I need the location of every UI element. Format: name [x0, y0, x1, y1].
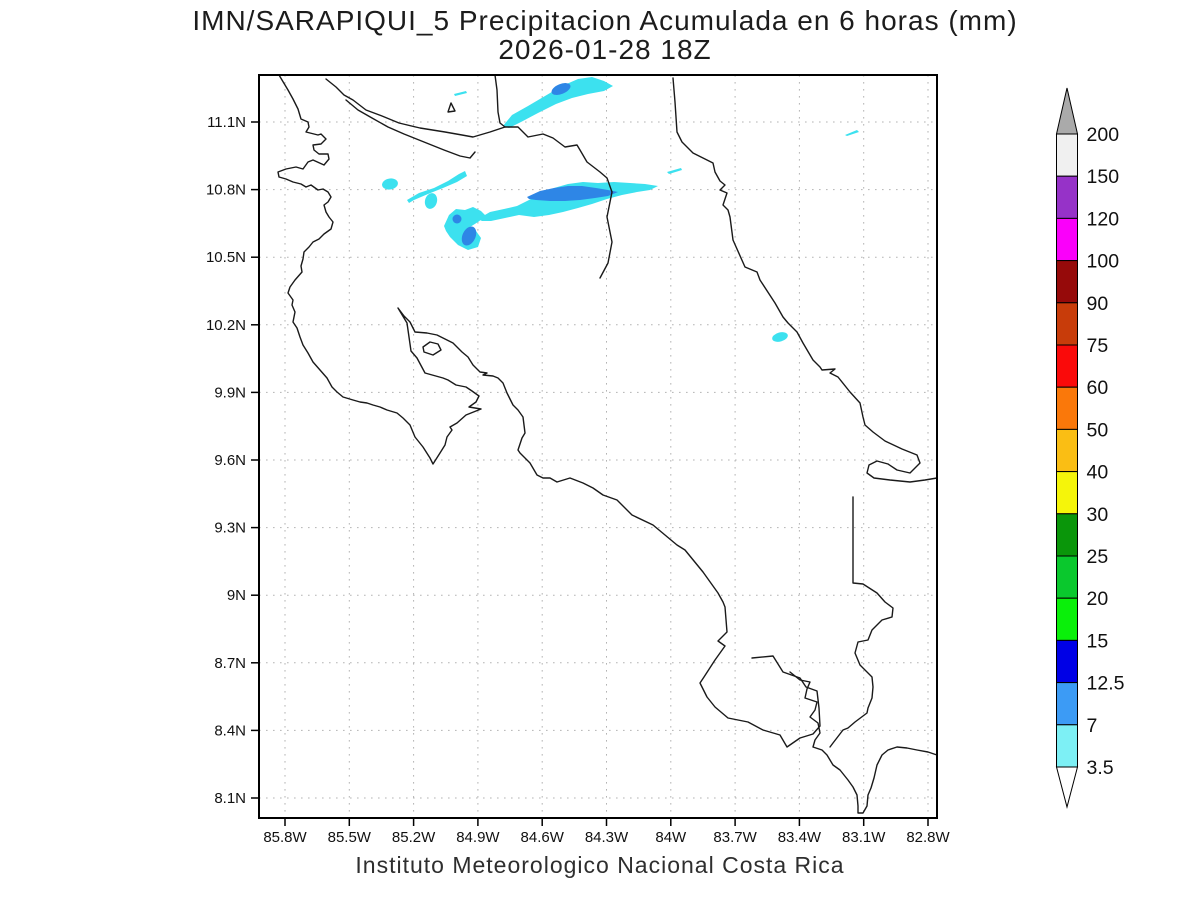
- lat-tick-label: 9.6N: [214, 452, 246, 469]
- lon-tick-label: 82.8W: [906, 829, 950, 846]
- coastline-south-pacific-punta-burica: [789, 671, 938, 814]
- precip-core-main-band: [527, 186, 618, 201]
- colorbar-segment: [1056, 344, 1078, 388]
- lon-tick-label: 83.4W: [778, 829, 822, 846]
- colorbar-boundary-label: 20: [1087, 588, 1109, 610]
- colorbar-segment: [1056, 260, 1078, 304]
- map-frame: [258, 74, 938, 819]
- lat-tick-label: 9.9N: [214, 384, 246, 401]
- precip-thin-streak: [407, 171, 467, 203]
- colorbar-segment: [1056, 386, 1078, 430]
- axis-labels: 85.8W 85.5W 85.2W 84.9W 84.6W 84.3W 84W 83.7W 83…: [206, 114, 951, 846]
- colorbar-boundary-label: 200: [1087, 124, 1120, 146]
- precip-dash-northeast: [845, 130, 859, 136]
- credit-text: Instituto Meteorologico Nacional Costa R…: [355, 852, 845, 878]
- colorbar-boundary-label: 12.5: [1087, 673, 1125, 695]
- lat-tick-label: 10.2N: [206, 317, 246, 334]
- lon-tick-label: 83.7W: [713, 829, 757, 846]
- lat-lon-gridlines: [259, 75, 937, 818]
- colorbar-boundary-label: 7: [1087, 715, 1098, 737]
- colorbar-boundary-label: 3.5: [1087, 757, 1114, 779]
- precip-dash-center: [667, 168, 682, 174]
- colorbar-boundary-label: 75: [1087, 335, 1109, 357]
- colorbar-segment: [1056, 471, 1078, 515]
- border-nicaragua-lower: [345, 99, 476, 159]
- lon-tick-label: 85.5W: [328, 829, 372, 846]
- lat-tick-label: 10.5N: [206, 249, 246, 266]
- precip-band-3p5-7mm: [382, 77, 859, 342]
- colorbar-segment: [1056, 428, 1078, 473]
- precip-core-cluster: [461, 226, 477, 246]
- lon-tick-label: 84.6W: [521, 829, 565, 846]
- colorbar-segment: [1056, 513, 1078, 557]
- lon-tick-label: 84W: [655, 829, 687, 846]
- lat-tick-label: 8.4N: [214, 722, 246, 739]
- colorbar-segment: [1056, 597, 1078, 641]
- colorbar-boundary-label: 90: [1087, 293, 1109, 315]
- lon-tick-label: 85.8W: [263, 829, 307, 846]
- lon-tick-label: 85.2W: [392, 829, 436, 846]
- colorbar-segment: [1056, 682, 1078, 726]
- colorbar-segment: [1056, 175, 1078, 219]
- lat-tick-label: 11.1N: [207, 114, 246, 131]
- precip-dash-north-center: [454, 91, 467, 96]
- colorbar-boundary-label: 15: [1087, 630, 1109, 652]
- precip-oval-west: [382, 178, 398, 190]
- page-subtitle-datetime: 2026-01-28 18Z: [498, 34, 712, 65]
- precip-core-north-streak: [551, 83, 571, 95]
- precip-oval-caribbean: [772, 332, 788, 342]
- border-panama-caribbean: [829, 496, 894, 748]
- lat-tick-label: 9.3N: [214, 520, 246, 537]
- lat-tick-label: 8.7N: [214, 655, 246, 672]
- lat-tick-label: 9N: [227, 587, 246, 604]
- colorbar-under-arrow: [1055, 766, 1079, 809]
- precip-oval-small: [424, 193, 438, 209]
- coastline-layer: [277, 74, 938, 814]
- colorbar-boundary-label: 120: [1087, 208, 1120, 230]
- colorbar-boundary-label: 40: [1087, 462, 1109, 484]
- colorbar-boundary-label: 60: [1087, 377, 1109, 399]
- river-north: [494, 74, 506, 128]
- colorbar-boundary-label: 50: [1087, 419, 1109, 441]
- border-nicaragua-upper: [325, 78, 613, 279]
- page-title: IMN/SARAPIQUI_5 Precipitacion Acumulada …: [192, 5, 1018, 36]
- colorbar-segment: [1056, 724, 1078, 768]
- colorbar-segment: [1056, 217, 1078, 262]
- lat-tick-label: 10.8N: [206, 182, 246, 199]
- colorbar-legend: 200 150 120 100 90 75 60 50 40 30 25 20 15 12.5 7 3.5: [1055, 87, 1125, 809]
- precip-streak-north-border: [503, 77, 613, 128]
- axis-ticks: [251, 121, 929, 826]
- colorbar-segment: [1056, 555, 1078, 599]
- colorbar-boundary-label: 25: [1087, 546, 1109, 568]
- precip-core-small: [452, 214, 462, 224]
- colorbar-boundary-label: 30: [1087, 504, 1109, 526]
- precip-band-7-12p5mm: [452, 83, 618, 246]
- lon-tick-label: 84.3W: [585, 829, 629, 846]
- colorbar-segment: [1056, 639, 1078, 684]
- colorbar-boundary-label: 100: [1087, 251, 1120, 273]
- coastline-caribbean-north: [672, 77, 938, 483]
- lake-triangle-marker: [447, 102, 456, 113]
- lat-tick-label: 8.1N: [214, 790, 246, 807]
- colorbar-over-arrow: [1055, 87, 1079, 135]
- coastline-pacific-nicoya: [277, 74, 821, 748]
- colorbar-boundary-label: 150: [1087, 166, 1120, 188]
- lon-tick-label: 84.9W: [456, 829, 500, 846]
- chira-island: [422, 341, 442, 356]
- colorbar-segment: [1056, 133, 1078, 177]
- lon-tick-label: 83.1W: [842, 829, 886, 846]
- colorbar-segment: [1056, 302, 1078, 346]
